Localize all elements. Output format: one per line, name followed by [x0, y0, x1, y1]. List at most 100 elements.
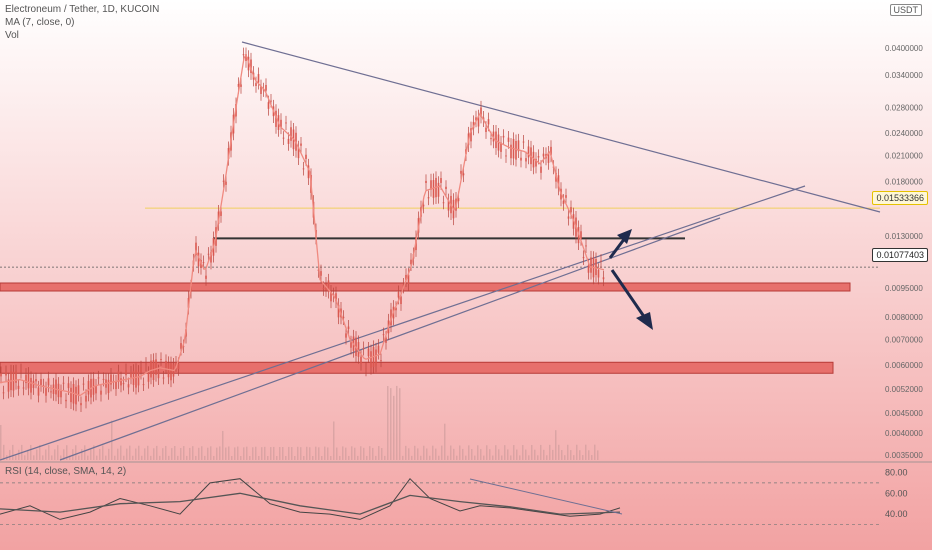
candle-body: [517, 140, 520, 152]
candle-body: [350, 342, 352, 348]
volume-bar: [27, 449, 29, 460]
candle-body: [475, 117, 477, 121]
candle-body: [65, 399, 67, 402]
candle-body: [165, 360, 167, 368]
candle-body: [55, 379, 57, 395]
volume-bar: [222, 430, 224, 460]
volume-bar: [270, 447, 272, 460]
volume-bar: [225, 447, 227, 460]
volume-bar: [354, 447, 356, 460]
volume-bar: [498, 449, 500, 460]
volume-bar: [417, 448, 419, 460]
candle-body: [70, 387, 72, 403]
volume-bar: [405, 445, 407, 460]
volume-bar: [495, 445, 497, 460]
volume-bar: [117, 448, 119, 460]
candle-body: [447, 200, 450, 211]
candle-body: [97, 377, 100, 379]
rsi-axis-tick: 80.00: [885, 467, 908, 477]
candle-body: [587, 265, 590, 273]
volume-bar: [468, 445, 470, 460]
up-arrow-head: [617, 229, 632, 244]
volume-bar: [171, 448, 173, 460]
candle-body: [307, 165, 310, 179]
volume-bar: [309, 447, 311, 460]
volume-bar: [285, 455, 287, 460]
volume-bar: [288, 446, 290, 460]
volume-bar: [414, 445, 416, 460]
volume-bar: [243, 447, 245, 460]
volume-bar: [72, 449, 74, 460]
price-axis-tick: 0.0130000: [885, 232, 923, 241]
volume-bar: [267, 455, 269, 460]
volume-bar: [120, 445, 122, 460]
volume-bar: [156, 445, 158, 460]
volume-bar: [426, 448, 428, 460]
volume-bar: [360, 446, 362, 460]
price-axis-tick: 0.0052000: [885, 385, 923, 394]
volume-bar: [411, 455, 413, 460]
candle-body: [422, 204, 425, 207]
candle-body: [260, 86, 262, 94]
volume-bar: [558, 444, 560, 460]
candle-body: [77, 385, 80, 395]
volume-bar: [168, 455, 170, 460]
volume-bar: [561, 450, 563, 460]
currency-badge[interactable]: USDT: [889, 4, 922, 16]
volume-bar: [363, 447, 365, 460]
volume-bar: [522, 445, 524, 460]
volume-bar: [342, 446, 344, 460]
volume-bar: [372, 447, 374, 460]
price-axis-tick: 0.0040000: [885, 429, 923, 438]
volume-bar: [369, 446, 371, 460]
candle-body: [410, 259, 412, 265]
candle-body: [255, 83, 257, 86]
volume-bar: [102, 445, 104, 460]
volume-bar: [60, 455, 62, 460]
volume-bar: [378, 446, 380, 460]
candle-body: [345, 333, 347, 338]
candle-body: [57, 383, 60, 398]
candle-body: [130, 372, 132, 378]
candle-body: [405, 274, 407, 281]
candle-body: [150, 360, 152, 378]
volume-bar: [99, 448, 101, 460]
candle-body: [442, 202, 445, 204]
candle-body: [550, 146, 552, 156]
candle-body: [0, 373, 2, 377]
candle-body: [287, 138, 290, 144]
volume-bar: [159, 455, 161, 460]
volume-bar: [333, 421, 335, 460]
candle-body: [197, 252, 200, 267]
support-zone-upper: [0, 282, 851, 292]
candle-body: [500, 142, 502, 152]
volume-bar: [9, 449, 11, 460]
volume-bar: [30, 444, 32, 460]
volume-bar: [573, 455, 575, 460]
volume-bar: [507, 449, 509, 460]
volume-bar: [366, 455, 368, 460]
volume-bar: [192, 446, 194, 460]
volume-bar: [303, 455, 305, 460]
volume-bar: [528, 455, 530, 460]
volume-bar: [504, 445, 506, 460]
candle-body: [462, 173, 465, 176]
candle-body: [300, 143, 302, 146]
volume-bar: [228, 446, 230, 460]
volume-bar: [546, 455, 548, 460]
volume-bar: [105, 455, 107, 460]
candle-body: [425, 180, 427, 184]
candle-body: [140, 367, 142, 373]
candle-body: [275, 110, 277, 127]
candle-body: [322, 287, 325, 290]
volume-bar: [375, 455, 377, 460]
volume-bar: [429, 455, 431, 460]
candle-body: [400, 296, 402, 305]
volume-bar: [93, 445, 95, 460]
candle-body: [225, 181, 227, 185]
candle-body: [137, 371, 140, 386]
candle-body: [270, 100, 272, 102]
rsi-legend: RSI (14, close, SMA, 14, 2): [5, 466, 127, 477]
